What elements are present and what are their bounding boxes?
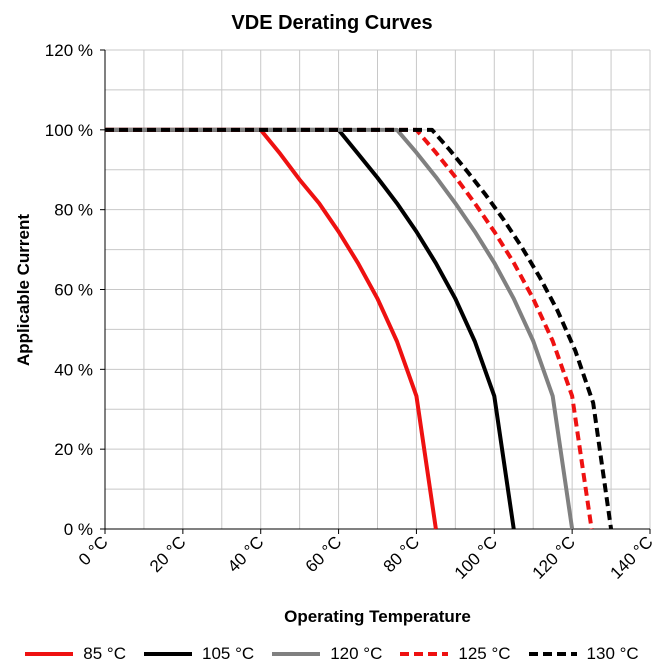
y-tick-label: 60 %	[54, 281, 93, 300]
legend-entry: 130 °C	[528, 644, 639, 664]
legend: 85 °C 105 °C 120 °C 125 °C 130 °C	[0, 644, 664, 664]
x-tick-label: 100 °C	[451, 532, 501, 582]
legend-label: 130 °C	[586, 644, 639, 663]
legend-entry: 125 °C	[400, 644, 511, 664]
legend-entry: 120 °C	[272, 644, 382, 664]
legend-swatch	[25, 652, 74, 656]
x-tick-label: 60 °C	[302, 532, 346, 576]
legend-swatch	[528, 652, 577, 656]
y-tick-label: 20 %	[54, 440, 93, 459]
legend-swatch	[272, 652, 321, 656]
y-tick-label: 80 %	[54, 201, 93, 220]
series-line	[105, 127, 575, 530]
tick-labels: 0 %20 %40 %60 %80 %100 %120 %0 °C 20 °C 40…	[45, 41, 657, 583]
legend-label: 105 °C	[202, 644, 255, 663]
x-tick-label: 80 °C	[380, 532, 424, 576]
legend-label: 85 °C	[83, 644, 127, 663]
legend-swatch	[144, 652, 193, 656]
x-tick-label: 120 °C	[529, 532, 579, 582]
y-axis-label: Applicable Current	[14, 213, 33, 367]
x-tick-label: 140 °C	[607, 532, 657, 582]
legend-entry: 85 °C	[25, 644, 126, 664]
legend-entry: 105 °C	[144, 644, 254, 664]
grid	[100, 49, 651, 534]
series-lines	[105, 127, 614, 530]
series-line	[105, 127, 594, 530]
series-line	[105, 127, 438, 530]
chart-title: VDE Derating Curves	[231, 12, 433, 34]
y-tick-label: 100 %	[45, 121, 93, 140]
x-tick-label: 20 °C	[146, 532, 190, 576]
x-axis-label: Operating Temperature	[284, 607, 471, 626]
legend-swatch	[400, 652, 449, 656]
series-line	[105, 127, 516, 530]
y-tick-label: 0 %	[64, 520, 93, 539]
y-tick-label: 120 %	[45, 41, 93, 60]
y-tick-label: 40 %	[54, 360, 93, 379]
legend-label: 125 °C	[458, 644, 511, 663]
legend-label: 120 °C	[330, 644, 383, 663]
x-tick-label: 40 °C	[224, 532, 268, 576]
